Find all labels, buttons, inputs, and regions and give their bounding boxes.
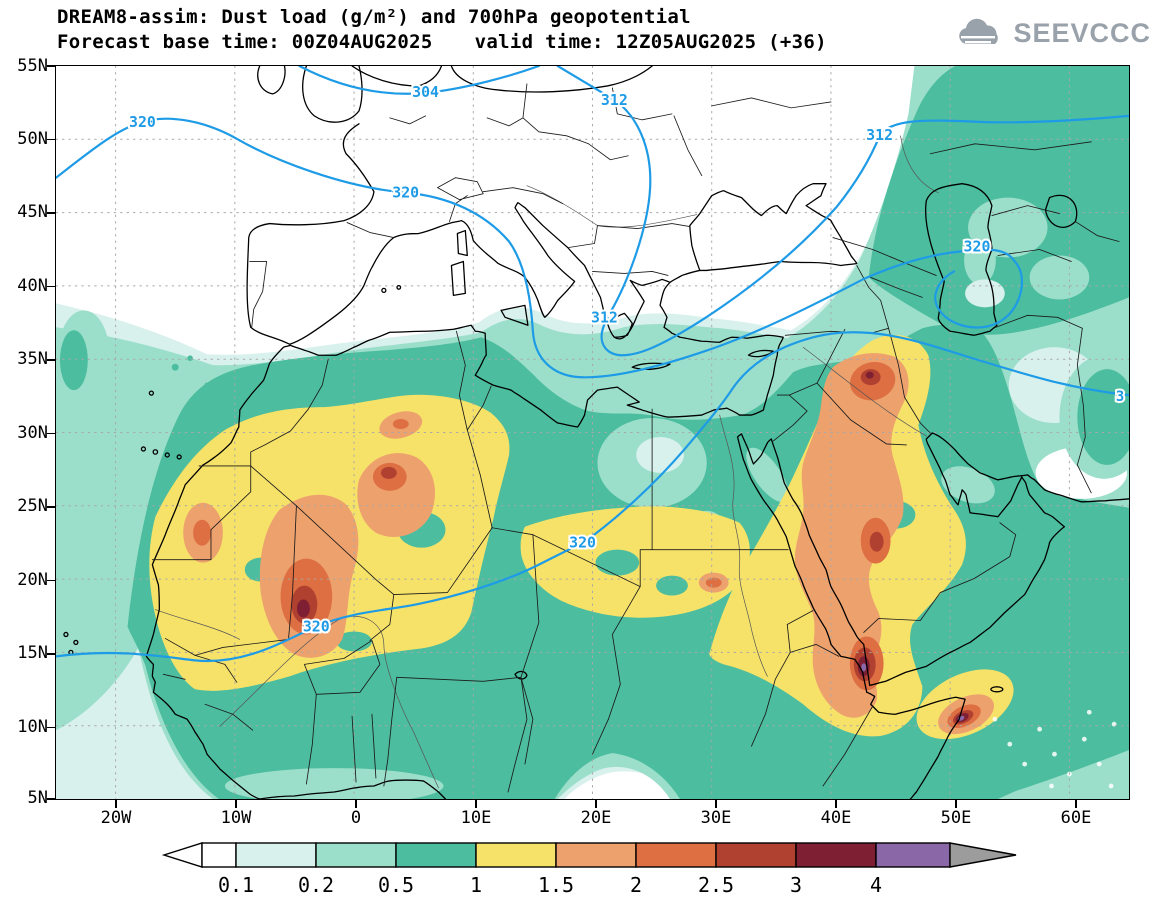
dust-level-1p5	[183, 353, 995, 735]
colorbar-segment-below	[201, 842, 237, 868]
subtitle-row: Forecast base time: 00Z04AUG2025 valid t…	[57, 31, 827, 53]
contour-label-partial: 3	[1116, 389, 1124, 405]
colorbar-segment-0p2	[315, 842, 397, 868]
lat-label-45n: 45N	[17, 202, 48, 222]
contour-label-304: 304	[412, 83, 439, 101]
colorbar-label-2p5: 2.5	[698, 873, 734, 897]
contour-label-320-e: 320	[303, 617, 330, 635]
geopotential-contours	[56, 66, 1129, 663]
lat-label-10n: 10N	[17, 717, 48, 737]
graticule	[56, 66, 1129, 799]
contour-label-312-a: 312	[601, 91, 628, 109]
lat-tick	[47, 579, 55, 582]
lon-label-10w: 10W	[220, 808, 252, 828]
lat-label-55n: 55N	[17, 56, 48, 76]
colorbar-label-4: 4	[870, 873, 882, 897]
lat-tick	[47, 506, 55, 508]
forecast-base-time: Forecast base time: 00Z04AUG2025	[57, 31, 433, 53]
colorbar-canvas: 0.1 0.2 0.5 1 1.5 2 2.5 3 4	[161, 842, 1017, 897]
lat-label-5n: 5N	[27, 788, 48, 808]
lon-tick	[595, 800, 597, 808]
lon-label-50e: 50E	[940, 808, 972, 828]
colorbar-label-2: 2	[630, 873, 642, 897]
valid-time: valid time: 12Z05AUG2025 (+36)	[474, 31, 827, 53]
lon-label-0: 0	[350, 808, 362, 828]
colorbar-segment-0p1	[235, 842, 317, 868]
colorbar-label-0p2: 0.2	[298, 873, 334, 897]
lat-label-35n: 35N	[17, 349, 48, 369]
logo-text: SEEVCCC	[1013, 17, 1151, 48]
colorbar-segment-1p5	[555, 842, 637, 868]
lat-tick	[47, 432, 55, 435]
contour-label-320-a: 320	[129, 113, 156, 131]
colorbar-segment-1	[475, 842, 557, 868]
colorbar-segment-3	[795, 842, 877, 868]
lon-tick	[715, 800, 717, 808]
colorbar-arrow-high	[949, 842, 1017, 868]
colorbar: 0.1 0.2 0.5 1 1.5 2 2.5 3 4	[158, 838, 1048, 902]
lon-tick	[355, 800, 357, 808]
lat-tick	[47, 726, 55, 729]
colorbar-segment-4	[875, 842, 951, 868]
lon-tick	[475, 800, 477, 808]
colorbar-segment-2	[635, 842, 717, 868]
coastlines	[63, 66, 1129, 799]
lon-tick	[835, 800, 837, 808]
colorbar-labels: 0.1 0.2 0.5 1 1.5 2 2.5 3 4	[218, 873, 882, 897]
cloud-icon	[959, 18, 999, 44]
colorbar-label-1p5: 1.5	[538, 873, 574, 897]
lat-label-25n: 25N	[17, 496, 48, 516]
country-borders	[151, 83, 1120, 793]
colorbar-segment-2p5	[715, 842, 797, 868]
lat-tick	[47, 359, 55, 361]
contour-label-312-b: 312	[866, 126, 893, 144]
colorbar-label-3: 3	[790, 873, 802, 897]
lon-label-20w: 20W	[100, 808, 132, 828]
lat-tick	[47, 65, 55, 67]
colorbar-label-1: 1	[470, 873, 482, 897]
colorbar-label-0p5: 0.5	[378, 873, 414, 897]
lon-tick	[1075, 800, 1077, 808]
lon-tick	[115, 800, 117, 808]
lat-tick	[47, 138, 55, 141]
lat-tick	[47, 653, 55, 655]
contour-labels: 304 312 312 312 320 320 320 320 320 3	[127, 81, 1126, 638]
map-frame: 304 312 312 312 320 320 320 320 320 3	[17, 56, 1130, 828]
lat-label-30n: 30N	[17, 423, 48, 443]
lat-label-50n: 50N	[17, 129, 48, 149]
lat-label-40n: 40N	[17, 276, 48, 296]
lat-tick	[47, 285, 55, 288]
lat-tick	[47, 798, 55, 800]
lon-tick	[235, 800, 237, 808]
page-title: DREAM8-assim: Dust load (g/m²) and 700hP…	[57, 6, 691, 28]
lon-label-60e: 60E	[1060, 808, 1092, 828]
lon-label-20e: 20E	[580, 808, 612, 828]
contour-label-320-d: 320	[569, 534, 596, 552]
contour-label-320-b: 320	[392, 184, 419, 202]
seevccc-logo: SEEVCCC	[953, 16, 1151, 50]
lat-label-15n: 15N	[17, 643, 48, 663]
lat-tick	[47, 212, 55, 214]
map-canvas: 304 312 312 312 320 320 320 320 320 3	[56, 66, 1129, 799]
contour-label-312-c: 312	[591, 308, 618, 326]
lon-tick	[955, 800, 957, 808]
colorbar-label-0p1: 0.1	[218, 873, 254, 897]
colorbar-segment-0p5	[395, 842, 477, 868]
stipple-dots	[992, 709, 1117, 789]
lat-label-20n: 20N	[17, 570, 48, 590]
lon-label-10e: 10E	[460, 808, 492, 828]
lon-label-30e: 30E	[700, 808, 732, 828]
lon-label-40e: 40E	[820, 808, 852, 828]
colorbar-arrow-low	[161, 842, 203, 868]
contour-label-320-c: 320	[964, 237, 991, 255]
